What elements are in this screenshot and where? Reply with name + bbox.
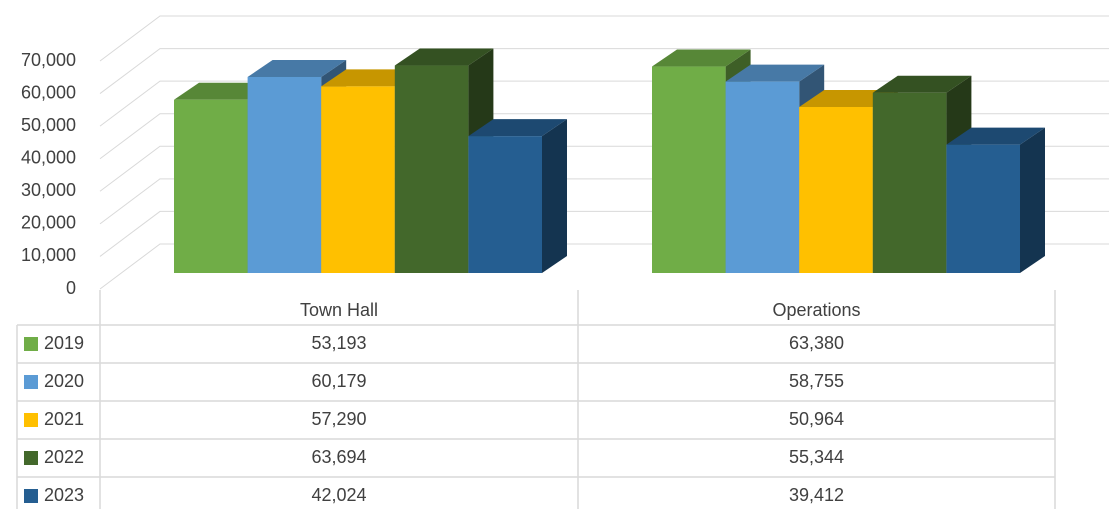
table-cell: 55,344 [789,447,844,467]
table-cell: 60,179 [311,371,366,391]
bar [174,99,248,273]
legend-label: 2019 [44,333,84,353]
legend-label: 2021 [44,409,84,429]
legend-label: 2023 [44,485,84,505]
bar [394,65,469,273]
table-cell: 58,755 [789,371,844,391]
table-cell: 63,694 [311,447,366,467]
table-cell: 57,290 [311,409,366,429]
bar [799,107,873,274]
bar [872,92,947,273]
table-cell: 42,024 [311,485,366,505]
bar-top [725,64,825,82]
legend-key [24,413,38,427]
y-tick-label: 0 [66,278,76,298]
bar-top [247,59,347,77]
grid-line [99,48,1109,94]
legend-key [24,337,38,351]
legend-label: 2020 [44,371,84,391]
table-header: Town Hall [300,300,378,320]
table-header: Operations [772,300,860,320]
table-cell: 53,193 [311,333,366,353]
table-cell: 50,964 [789,409,844,429]
y-tick-label: 50,000 [21,115,76,135]
bar [725,81,800,273]
y-tick-label: 30,000 [21,180,76,200]
bar-top [394,48,494,66]
y-tick-label: 20,000 [21,213,76,233]
bar [468,136,542,273]
bar [321,86,395,273]
table-cell: 39,412 [789,485,844,505]
legend-key [24,451,38,465]
bar [247,76,322,273]
bar-top [872,75,972,93]
legend-label: 2022 [44,447,84,467]
legend-key [24,375,38,389]
y-tick-label: 40,000 [21,147,76,167]
grid-line [99,15,1109,62]
legend-key [24,489,38,503]
bar [652,66,726,273]
y-tick-label: 10,000 [21,245,76,265]
bar [946,144,1020,273]
bar-side [1020,127,1045,273]
bar-top [468,119,567,137]
bar-top [652,49,751,67]
table-cell: 63,380 [789,333,844,353]
bar-top [946,127,1045,145]
bar-side [542,119,567,273]
y-tick-label: 70,000 [21,50,76,70]
y-tick-label: 60,000 [21,82,76,102]
